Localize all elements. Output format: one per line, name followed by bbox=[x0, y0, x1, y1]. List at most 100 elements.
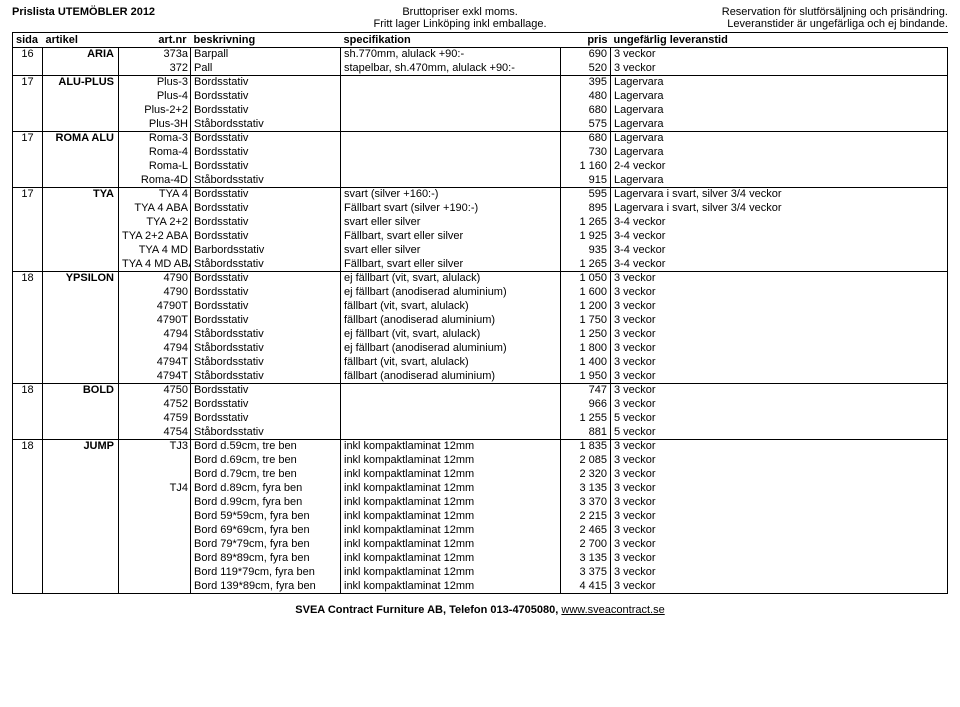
cell-pris: 680 bbox=[561, 104, 611, 118]
cell-lev: 3 veckor bbox=[611, 440, 948, 454]
table-row: 17ALU-PLUSPlus-3Bordsstativ395Lagervara bbox=[13, 76, 948, 90]
cell-beskr: Bord 139*89cm, fyra ben bbox=[191, 580, 341, 594]
cell-artnr: 4759 bbox=[119, 412, 191, 426]
col-artikel: artikel bbox=[43, 33, 119, 48]
table-row: Bord 139*89cm, fyra beninkl kompaktlamin… bbox=[13, 580, 948, 594]
cell-artnr: 4794T bbox=[119, 356, 191, 370]
cell-pris: 730 bbox=[561, 146, 611, 160]
cell-lev: 3 veckor bbox=[611, 566, 948, 580]
cell-lev: 3-4 veckor bbox=[611, 244, 948, 258]
table-row: 4754Ståbordsstativ8815 veckor bbox=[13, 426, 948, 440]
cell-spec: Fällbart svart (silver +190:-) bbox=[341, 202, 561, 216]
cell-pris: 1 250 bbox=[561, 328, 611, 342]
cell-lev: 3 veckor bbox=[611, 328, 948, 342]
cell-sida bbox=[13, 398, 43, 412]
cell-lev: Lagervara bbox=[611, 90, 948, 104]
cell-lev: 3-4 veckor bbox=[611, 258, 948, 272]
cell-spec: stapelbar, sh.470mm, alulack +90:- bbox=[341, 62, 561, 76]
cell-sida bbox=[13, 300, 43, 314]
cell-beskr: Bord 89*89cm, fyra ben bbox=[191, 552, 341, 566]
cell-sida bbox=[13, 552, 43, 566]
table-row: Bord d.99cm, fyra beninkl kompaktlaminat… bbox=[13, 496, 948, 510]
cell-spec: inkl kompaktlaminat 12mm bbox=[341, 510, 561, 524]
cell-artikel bbox=[43, 160, 119, 174]
cell-lev: 3 veckor bbox=[611, 272, 948, 286]
cell-lev: Lagervara bbox=[611, 118, 948, 132]
cell-artnr: Roma-4D bbox=[119, 174, 191, 188]
cell-lev: 3 veckor bbox=[611, 48, 948, 62]
cell-lev: 3 veckor bbox=[611, 524, 948, 538]
cell-pris: 2 700 bbox=[561, 538, 611, 552]
cell-beskr: Bordsstativ bbox=[191, 132, 341, 146]
cell-lev: 3 veckor bbox=[611, 286, 948, 300]
cell-pris: 1 255 bbox=[561, 412, 611, 426]
cell-sida bbox=[13, 342, 43, 356]
cell-pris: 1 750 bbox=[561, 314, 611, 328]
cell-sida: 17 bbox=[13, 76, 43, 90]
cell-lev: 3 veckor bbox=[611, 356, 948, 370]
cell-artikel bbox=[43, 244, 119, 258]
cell-artikel: YPSILON bbox=[43, 272, 119, 286]
table-row: 17ROMA ALURoma-3Bordsstativ680Lagervara bbox=[13, 132, 948, 146]
cell-pris: 895 bbox=[561, 202, 611, 216]
cell-spec bbox=[341, 132, 561, 146]
cell-artnr: 4794 bbox=[119, 328, 191, 342]
cell-spec: inkl kompaktlaminat 12mm bbox=[341, 440, 561, 454]
header-right-1: Reservation för slutförsäljning och pris… bbox=[609, 6, 948, 18]
cell-sida bbox=[13, 328, 43, 342]
cell-spec: svart (silver +160:-) bbox=[341, 188, 561, 202]
cell-spec: inkl kompaktlaminat 12mm bbox=[341, 482, 561, 496]
cell-sida bbox=[13, 426, 43, 440]
table-row: 4790TBordsstativfällbart (anodiserad alu… bbox=[13, 314, 948, 328]
cell-artnr: 4790T bbox=[119, 300, 191, 314]
cell-artnr bbox=[119, 580, 191, 594]
cell-artnr bbox=[119, 524, 191, 538]
cell-pris: 1 800 bbox=[561, 342, 611, 356]
cell-spec: Fällbart, svart eller silver bbox=[341, 258, 561, 272]
cell-beskr: Ståbordsstativ bbox=[191, 342, 341, 356]
cell-lev: 3 veckor bbox=[611, 342, 948, 356]
table-row: TYA 4 MD ABAStåbordsstativFällbart, svar… bbox=[13, 258, 948, 272]
cell-sida bbox=[13, 454, 43, 468]
footer-link[interactable]: www.sveacontract.se bbox=[561, 604, 664, 616]
cell-lev: 3 veckor bbox=[611, 398, 948, 412]
cell-beskr: Ståbordsstativ bbox=[191, 370, 341, 384]
cell-sida bbox=[13, 174, 43, 188]
table-row: 4794Ståbordsstativej fällbart (vit, svar… bbox=[13, 328, 948, 342]
cell-artikel bbox=[43, 286, 119, 300]
cell-artikel: ARIA bbox=[43, 48, 119, 62]
table-row: 17TYATYA 4Bordsstativsvart (silver +160:… bbox=[13, 188, 948, 202]
cell-pris: 680 bbox=[561, 132, 611, 146]
cell-spec: fällbart (vit, svart, alulack) bbox=[341, 356, 561, 370]
cell-lev: 5 veckor bbox=[611, 426, 948, 440]
cell-beskr: Bordsstativ bbox=[191, 384, 341, 398]
cell-sida bbox=[13, 160, 43, 174]
cell-pris: 4 415 bbox=[561, 580, 611, 594]
cell-beskr: Bordsstativ bbox=[191, 216, 341, 230]
cell-sida bbox=[13, 356, 43, 370]
table-row: TJ4Bord d.89cm, fyra beninkl kompaktlami… bbox=[13, 482, 948, 496]
cell-beskr: Bordsstativ bbox=[191, 146, 341, 160]
cell-sida bbox=[13, 230, 43, 244]
col-spec: specifikation bbox=[341, 33, 561, 48]
cell-artikel: ALU-PLUS bbox=[43, 76, 119, 90]
table-row: 4759Bordsstativ1 2555 veckor bbox=[13, 412, 948, 426]
cell-artnr: TYA 4 MD ABA bbox=[119, 258, 191, 272]
cell-sida: 17 bbox=[13, 188, 43, 202]
cell-artikel bbox=[43, 90, 119, 104]
table-row: 4790Bordsstativej fällbart (anodiserad a… bbox=[13, 286, 948, 300]
cell-spec: svart eller silver bbox=[341, 244, 561, 258]
cell-sida bbox=[13, 538, 43, 552]
table-row: 4794TStåbordsstativfällbart (anodiserad … bbox=[13, 370, 948, 384]
cell-artikel bbox=[43, 482, 119, 496]
cell-sida bbox=[13, 510, 43, 524]
table-row: TYA 4 ABABordsstativFällbart svart (silv… bbox=[13, 202, 948, 216]
table-row: TYA 2+2 ABABordsstativFällbart, svart el… bbox=[13, 230, 948, 244]
cell-pris: 2 465 bbox=[561, 524, 611, 538]
cell-spec bbox=[341, 160, 561, 174]
cell-lev: Lagervara bbox=[611, 76, 948, 90]
cell-spec bbox=[341, 412, 561, 426]
cell-artnr bbox=[119, 468, 191, 482]
cell-pris: 3 135 bbox=[561, 482, 611, 496]
cell-sida bbox=[13, 468, 43, 482]
